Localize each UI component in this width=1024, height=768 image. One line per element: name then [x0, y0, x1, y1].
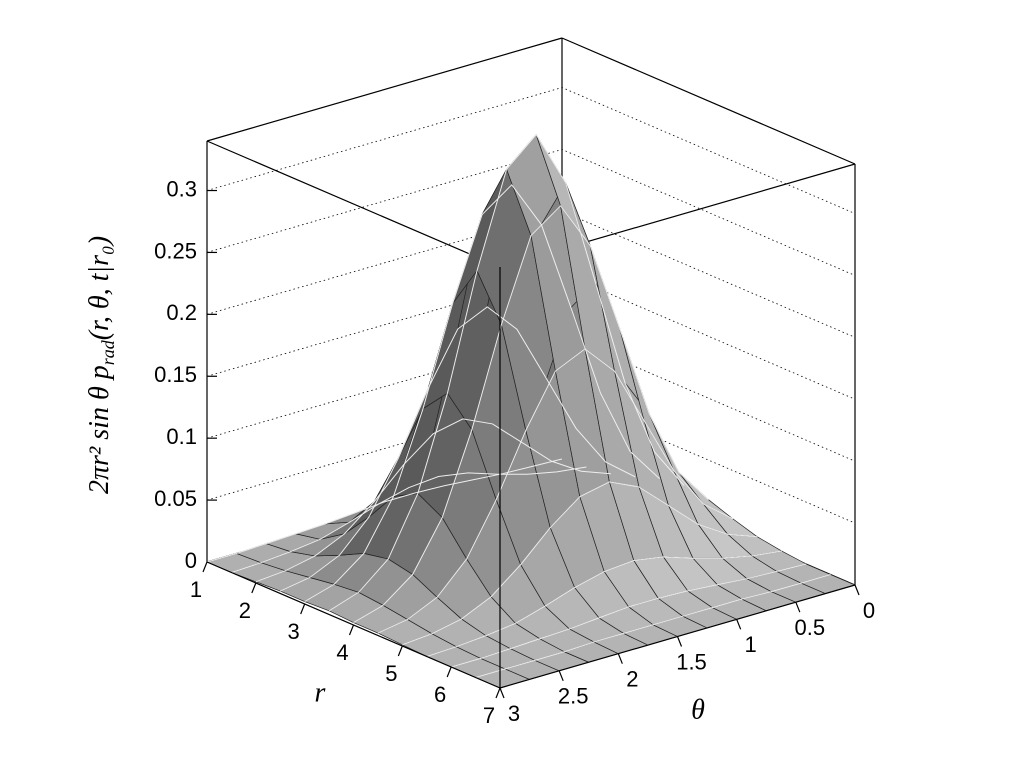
box-edge [561, 37, 856, 165]
grid-line [206, 149, 856, 276]
box-edge [206, 37, 563, 142]
y-tick [795, 601, 801, 613]
surface-line [328, 133, 685, 612]
y-tick [736, 619, 742, 630]
z-tick-label: 0.05 [154, 486, 197, 511]
surface-line [377, 348, 734, 634]
z-tick-label: 0.25 [154, 238, 197, 263]
z-tick-label: 0.2 [166, 300, 197, 325]
y-tick-label: 0.5 [795, 615, 826, 640]
y-tick [676, 636, 683, 647]
surface-line [426, 550, 782, 657]
z-title-sub: rad [98, 339, 118, 365]
z-title-part: 2πr² sin θ p [84, 365, 115, 494]
x-tick [251, 582, 257, 594]
x-tick-label: 6 [434, 682, 446, 707]
x-tick-label: 3 [288, 619, 300, 644]
y-tick [499, 687, 505, 699]
surface-line [475, 574, 831, 678]
box-edge [206, 140, 501, 268]
surface-line [402, 481, 758, 646]
y-tick [617, 653, 623, 664]
x-tick [495, 687, 501, 699]
surface-line [280, 306, 636, 592]
y-tick [558, 670, 564, 682]
y-tick-label: 2 [626, 666, 638, 691]
z-tick-label: 0.3 [166, 176, 197, 201]
z-title-part: (r, θ, t|r₀) [84, 236, 115, 340]
y-tick-label: 1.5 [676, 649, 707, 674]
surface-line [255, 418, 611, 583]
y-tick-label: 0 [863, 598, 875, 623]
x-tick-label: 2 [239, 598, 251, 623]
y-axis-title: θ [691, 694, 705, 725]
z-tick-label: 0.15 [154, 362, 197, 387]
x-tick [397, 645, 403, 657]
surface-line [231, 466, 587, 573]
x-axis-title: r [315, 677, 326, 708]
y-tick-label: 1 [745, 632, 757, 657]
z-axis-title: 2πr² sin θ prad(r, θ, t|r₀) [84, 236, 118, 494]
grid-line [206, 87, 856, 214]
x-tick [202, 561, 208, 573]
surface-line [206, 458, 563, 563]
x-tick-label: 1 [190, 577, 202, 602]
surface-line [304, 184, 661, 602]
z-tick-label: 0.1 [166, 424, 197, 449]
y-tick-label: 3 [508, 701, 520, 726]
x-tick [446, 666, 452, 678]
x-tick-label: 7 [483, 703, 495, 728]
y-tick-label: 2.5 [558, 684, 589, 709]
x-tick [348, 624, 355, 636]
y-tick [854, 584, 860, 596]
surface-line [353, 205, 709, 623]
surface-line [451, 563, 807, 668]
x-tick [300, 603, 306, 615]
x-tick-label: 5 [385, 661, 397, 686]
x-tick-label: 4 [336, 640, 348, 665]
z-tick-label: 0 [185, 548, 197, 573]
